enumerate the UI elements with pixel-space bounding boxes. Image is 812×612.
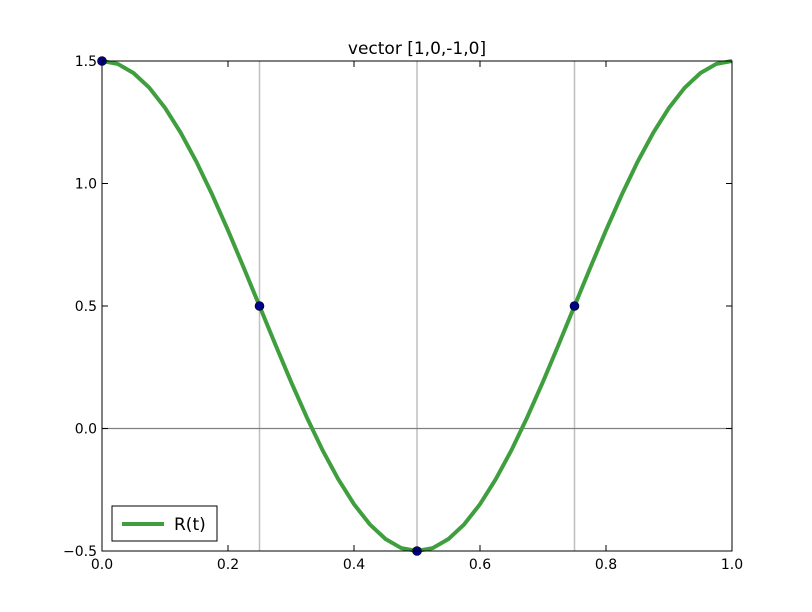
y-tick-label: 1.5	[75, 54, 97, 70]
x-tick-label: 1.0	[721, 557, 743, 573]
x-tick-label: 0.4	[343, 557, 365, 573]
y-tick-label: 0.0	[75, 422, 97, 438]
data-point	[254, 301, 265, 311]
x-tick-label: 0.2	[217, 557, 239, 573]
x-tick-label: 0.8	[595, 557, 617, 573]
y-tick-label: 0.5	[75, 299, 97, 315]
data-point	[569, 301, 580, 311]
y-tick-label: −0.5	[63, 544, 97, 560]
y-tick-label: 1.0	[75, 177, 97, 193]
axis-ticks: 0.0 0.2 0.4 0.6 0.8 1.0−0.50.00.51.01.5	[63, 54, 743, 573]
legend: R(t)	[111, 505, 218, 542]
legend-label: R(t)	[174, 515, 206, 535]
x-tick-label: 0.6	[469, 557, 491, 573]
chart-title: vector [1,0,-1,0]	[348, 39, 486, 59]
x-tick-label: 0.0	[91, 557, 113, 573]
